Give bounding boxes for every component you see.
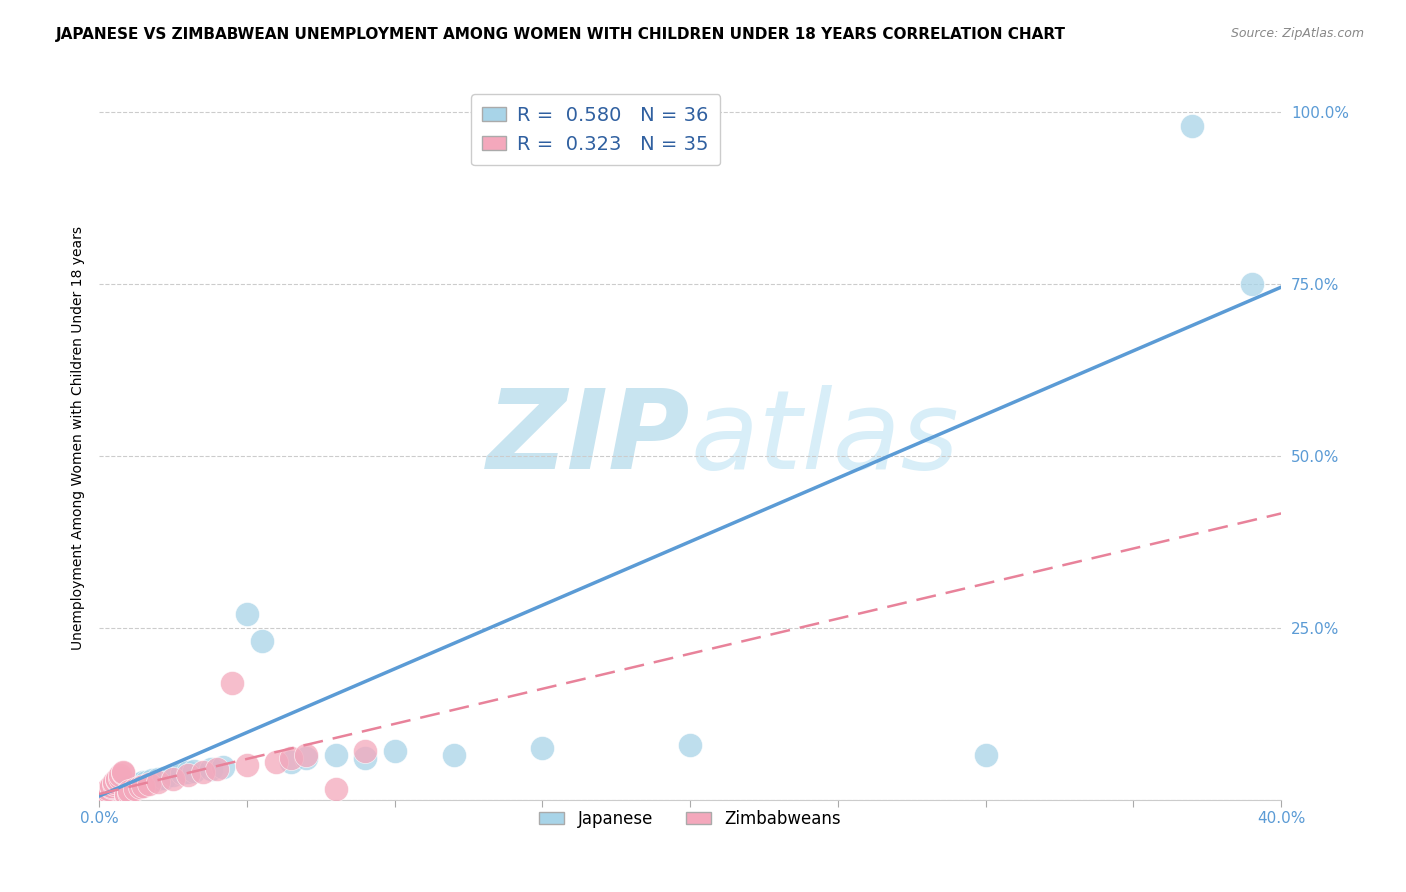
Point (129, 780, 152, 794)
Point (97, 782, 120, 797)
Point (103, 786, 125, 800)
Point (100, 786, 122, 800)
Point (97, 784, 120, 798)
Point (111, 766, 134, 780)
Point (325, 782, 347, 797)
Point (236, 607, 259, 621)
Point (295, 751, 318, 765)
Point (103, 775, 125, 789)
Point (170, 766, 193, 780)
Point (200, 762, 222, 776)
Point (153, 771, 176, 785)
Point (108, 784, 131, 798)
Point (118, 784, 141, 798)
Point (148, 775, 170, 789)
Text: Source: ZipAtlas.com: Source: ZipAtlas.com (1230, 27, 1364, 40)
Point (221, 675, 243, 690)
Point (105, 773, 128, 788)
Point (1240, 277, 1263, 291)
Point (111, 782, 134, 797)
Point (135, 775, 157, 789)
Text: ZIP: ZIP (486, 385, 690, 492)
Point (325, 747, 347, 762)
Point (177, 768, 200, 782)
Point (105, 772, 128, 786)
Point (183, 764, 205, 778)
Point (108, 768, 131, 782)
Y-axis label: Unemployment Among Women with Children Under 18 years: Unemployment Among Women with Children U… (72, 227, 86, 650)
Point (132, 779, 155, 793)
Text: atlas: atlas (690, 385, 959, 492)
Point (280, 755, 302, 769)
Point (295, 747, 318, 762)
Point (148, 772, 170, 786)
Point (118, 786, 141, 800)
Point (212, 759, 235, 773)
Point (100, 780, 122, 794)
Point (94, 789, 117, 803)
Point (266, 755, 288, 769)
Point (124, 782, 146, 797)
Point (162, 772, 184, 786)
Point (250, 634, 273, 648)
Point (531, 741, 554, 756)
Point (443, 747, 465, 762)
Point (974, 747, 997, 762)
Point (114, 789, 136, 803)
Point (191, 764, 214, 779)
Point (94, 787, 117, 801)
Point (679, 738, 702, 752)
Text: JAPANESE VS ZIMBABWEAN UNEMPLOYMENT AMONG WOMEN WITH CHILDREN UNDER 18 YEARS COR: JAPANESE VS ZIMBABWEAN UNEMPLOYMENT AMON… (56, 27, 1066, 42)
Point (127, 777, 149, 791)
Point (384, 744, 406, 758)
Point (354, 751, 377, 765)
Point (1181, 119, 1204, 133)
Point (354, 744, 377, 758)
Point (124, 779, 146, 793)
Point (141, 773, 163, 788)
Point (280, 751, 302, 765)
Point (132, 775, 155, 789)
Point (162, 768, 184, 782)
Point (103, 777, 125, 791)
Point (114, 782, 136, 797)
Point (114, 787, 136, 801)
Point (108, 771, 131, 785)
Point (105, 784, 128, 798)
Point (94, 786, 117, 800)
Point (138, 777, 160, 791)
Point (91, 789, 114, 803)
Legend: Japanese, Zimbabweans: Japanese, Zimbabweans (533, 803, 848, 835)
Point (91, 789, 114, 803)
Point (236, 758, 259, 772)
Point (100, 779, 122, 793)
Point (207, 762, 229, 776)
Point (111, 764, 134, 779)
Point (118, 780, 141, 794)
Point (97, 787, 120, 801)
Point (177, 764, 200, 779)
